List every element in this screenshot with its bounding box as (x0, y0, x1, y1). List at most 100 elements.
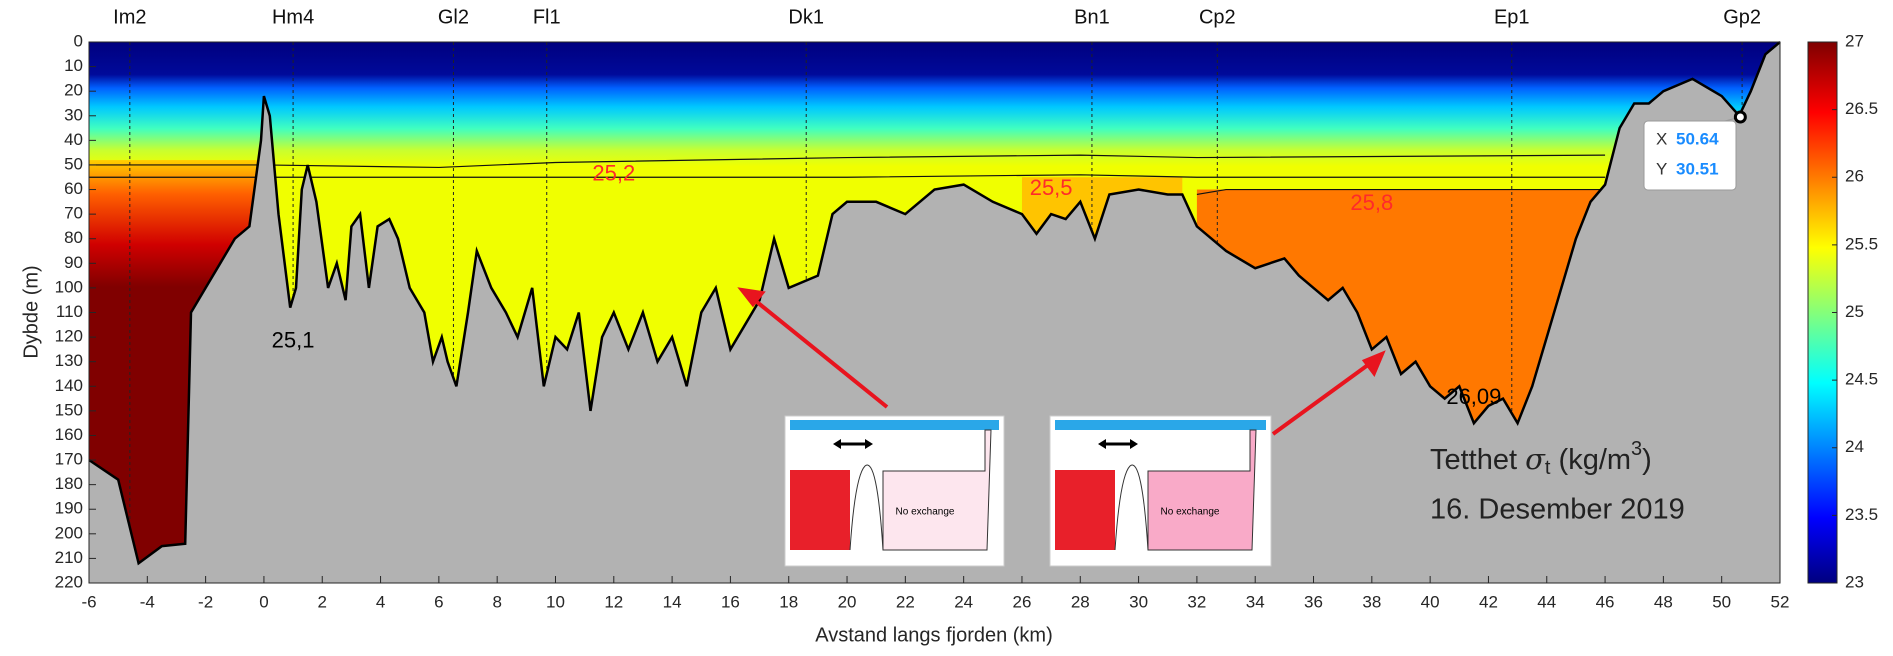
x-tick-label: 4 (376, 592, 385, 611)
x-tick-label: 2 (318, 592, 327, 611)
y-tick-label: 170 (55, 450, 83, 469)
colorbar-tick-label: 27 (1845, 31, 1864, 50)
x-tick-label: -6 (81, 592, 96, 611)
inset-label: No exchange (1161, 507, 1220, 518)
station-label: Ep1 (1494, 6, 1530, 28)
x-tick-label: 40 (1421, 592, 1440, 611)
seabed-fill (89, 42, 1780, 583)
station-label: Hm4 (272, 6, 314, 28)
y-tick-label: 210 (55, 548, 83, 567)
datatip-y-value: 30.51 (1676, 159, 1719, 178)
y-tick-label: 90 (64, 253, 83, 272)
isopycnal (89, 154, 1606, 169)
y-tick-label: 140 (55, 376, 83, 395)
station-label: Gl2 (438, 6, 469, 28)
colorbar-tick-label: 23.5 (1845, 505, 1878, 524)
x-tick-label: 36 (1304, 592, 1323, 611)
y-tick-label: 20 (64, 81, 83, 100)
colorbar-tick-label: 24.5 (1845, 370, 1878, 389)
x-tick-label: -2 (198, 592, 213, 611)
x-tick-label: 32 (1187, 592, 1206, 611)
x-tick-label: 0 (259, 592, 268, 611)
colorbar-tick-label: 25.5 (1845, 234, 1878, 253)
x-tick-label: 18 (779, 592, 798, 611)
insets: No exchange No exchange (737, 287, 1386, 567)
x-tick-label: 28 (1071, 592, 1090, 611)
annotation: 25,2 (592, 160, 635, 185)
station-label: Fl1 (533, 6, 561, 28)
x-tick-label: 52 (1771, 592, 1790, 611)
annotation: 25,5 (1030, 175, 1073, 200)
datatip-x-value: 50.64 (1676, 129, 1719, 148)
station-label: Cp2 (1199, 6, 1236, 28)
x-axis-label: Avstand langs fjorden (km) (815, 624, 1053, 646)
colorbar-tick-label: 24 (1845, 437, 1864, 456)
y-tick-label: 160 (55, 425, 83, 444)
arrows (737, 287, 1386, 436)
y-tick-label: 220 (55, 572, 83, 591)
title-unit: (kg/m (1550, 444, 1631, 476)
x-tick-label: 44 (1537, 592, 1556, 611)
isopycnal (1196, 188, 1606, 196)
annotation: 25,1 (272, 328, 315, 353)
colorbar-tick-label: 26.5 (1845, 99, 1878, 118)
y-tick-label: 40 (64, 130, 83, 149)
x-tick-label: -4 (140, 592, 155, 611)
y-tick-label: 100 (55, 277, 83, 296)
x-tick-label: 34 (1246, 592, 1265, 611)
x-tick-label: 20 (838, 592, 857, 611)
x-tick-label: 16 (721, 592, 740, 611)
x-tick-label: 12 (604, 592, 623, 611)
y-tick-label: 110 (56, 302, 83, 321)
colorbar-tick-label: 26 (1845, 167, 1864, 186)
datatip-x-label: X (1656, 129, 1667, 148)
y-tick-label: 30 (64, 105, 83, 124)
x-tick-label: 8 (492, 592, 501, 611)
chart-subtitle: 16. Desember 2019 (1430, 494, 1685, 526)
y-tick-label: 60 (64, 179, 83, 198)
y-tick-label: 150 (55, 400, 83, 419)
x-tick-label: 38 (1362, 592, 1381, 611)
colorbar-tick-label: 25 (1845, 302, 1864, 321)
x-tick-label: 42 (1479, 592, 1498, 611)
datatip-box (1643, 120, 1737, 191)
chart-title: Tetthet σt (kg/m3) (1430, 438, 1652, 479)
annotation: 26,09 (1446, 384, 1501, 409)
station-label: Im2 (113, 6, 146, 28)
station-label: Dk1 (788, 6, 824, 28)
x-tick-label: 46 (1596, 592, 1615, 611)
inset: No exchange (784, 415, 1005, 567)
seabed-line (88, 41, 1781, 566)
y-tick-label: 0 (74, 31, 83, 50)
y-tick-label: 70 (64, 204, 83, 223)
x-tick-label: 10 (546, 592, 565, 611)
title-unit-close: ) (1642, 444, 1652, 476)
x-tick-label: 48 (1654, 592, 1673, 611)
y-tick-label: 130 (55, 351, 83, 370)
inset: No exchange (1049, 415, 1272, 567)
inset-label: No exchange (896, 507, 955, 518)
y-tick-label: 180 (55, 474, 83, 493)
datatip-y-label: Y (1656, 159, 1667, 178)
y-tick-label: 190 (55, 499, 83, 518)
colorbar-tick-label: 23 (1845, 572, 1864, 591)
title-text: Tetthet (1430, 444, 1525, 476)
datatip-point (1733, 110, 1747, 124)
x-tick-label: 50 (1712, 592, 1731, 611)
title-symbol: σ (1525, 442, 1546, 476)
station-label: Gp2 (1723, 6, 1761, 28)
y-tick-label: 10 (64, 56, 83, 75)
x-tick-label: 14 (663, 592, 682, 611)
x-tick-label: 22 (896, 592, 915, 611)
x-tick-label: 24 (954, 592, 973, 611)
y-tick-label: 80 (64, 228, 83, 247)
y-axis-label: Dybde (m) (20, 265, 42, 358)
x-tick-label: 6 (434, 592, 443, 611)
annotation: 25,8 (1350, 190, 1393, 215)
x-tick-label: 30 (1129, 592, 1148, 611)
station-label: Bn1 (1074, 6, 1110, 28)
title-sub: t (1545, 457, 1551, 479)
x-tick-label: 26 (1013, 592, 1032, 611)
y-tick-label: 200 (55, 523, 83, 542)
